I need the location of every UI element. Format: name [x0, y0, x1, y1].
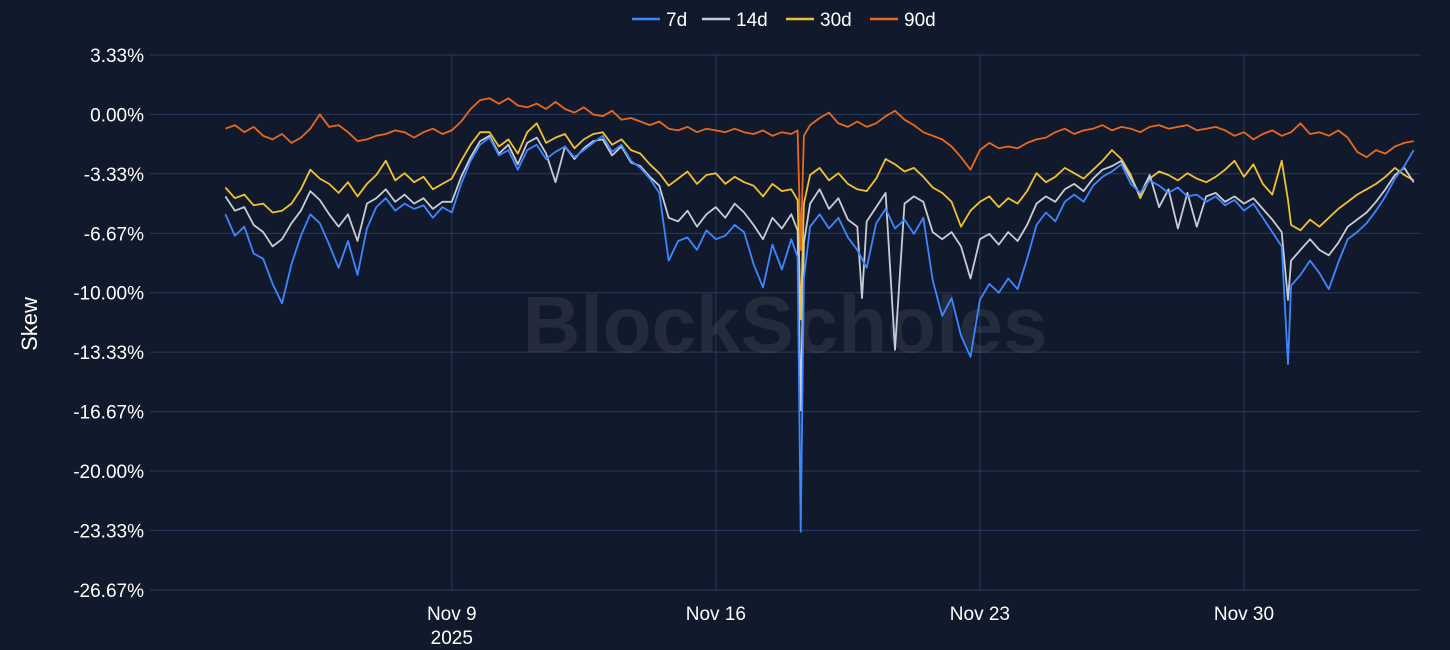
y-tick-label: 0.00% — [90, 105, 144, 126]
y-axis-ticks: 3.33% 0.00% -3.33% -6.67% -10.00% -13.33% -16.… — [73, 46, 144, 602]
x-axis-ticks: Nov 9 2025 Nov 16 Nov 23 Nov 30 — [427, 604, 1274, 649]
y-tick-label: -26.67% — [73, 581, 144, 602]
legend-label: 30d — [820, 10, 852, 31]
series-lines — [224, 97, 1415, 533]
legend-item-14d[interactable]: 14d — [702, 10, 768, 31]
watermark: BlockScholes — [523, 280, 1048, 369]
x-tick-label: Nov 30 — [1214, 604, 1274, 625]
legend-item-30d[interactable]: 30d — [786, 10, 852, 31]
y-tick-label: -13.33% — [73, 343, 144, 364]
series-line-14d — [224, 134, 1415, 412]
x-tick-year-label: 2025 — [431, 628, 473, 649]
legend: 7d 14d 30d 90d — [632, 10, 936, 31]
y-tick-label: -16.67% — [73, 403, 144, 424]
legend-label: 7d — [666, 10, 687, 31]
y-tick-label: -10.00% — [73, 284, 144, 305]
legend-item-90d[interactable]: 90d — [870, 10, 936, 31]
y-tick-label: -23.33% — [73, 521, 144, 542]
series-line-90d — [225, 97, 1414, 251]
legend-label: 90d — [904, 10, 936, 31]
y-tick-label: -6.67% — [84, 224, 144, 245]
x-tick-label: Nov 9 — [427, 604, 477, 625]
legend-label: 14d — [736, 10, 768, 31]
series-line-30d — [224, 122, 1415, 321]
x-tick-label: Nov 23 — [950, 604, 1010, 625]
grid — [150, 54, 1420, 591]
series-line-7d — [224, 134, 1415, 533]
x-tick-label: Nov 16 — [686, 604, 746, 625]
y-tick-label: -3.33% — [84, 165, 144, 186]
legend-item-7d[interactable]: 7d — [632, 10, 687, 31]
y-tick-label: 3.33% — [90, 46, 144, 67]
y-axis-title: Skew — [17, 297, 42, 351]
y-tick-label: -20.00% — [73, 462, 144, 483]
